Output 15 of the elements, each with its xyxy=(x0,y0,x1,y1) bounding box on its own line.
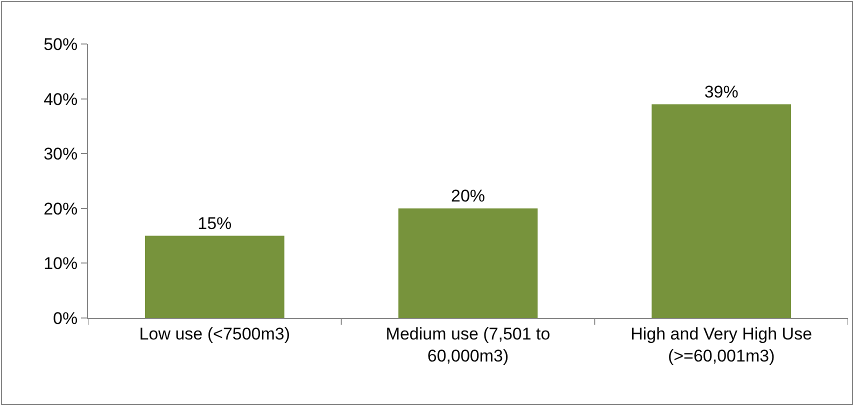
data-label: 15% xyxy=(198,214,232,233)
y-tick-label: 40% xyxy=(44,90,78,109)
x-tick-label: Medium use (7,501 to 60,000m3) xyxy=(386,324,550,366)
data-label: 20% xyxy=(450,186,486,206)
y-tick-label: 30% xyxy=(44,144,78,164)
y-tick-label: 0% xyxy=(53,308,78,328)
bar xyxy=(398,208,538,318)
x-tick-label: Low use (<7500m3) xyxy=(139,324,290,344)
bar xyxy=(145,236,284,318)
x-tick-label: High and Very High Use (>=60,001m3) xyxy=(630,324,812,366)
y-tick-label: 10% xyxy=(44,254,78,274)
y-tick-label: 50% xyxy=(44,34,78,54)
y-tick-label: 20% xyxy=(44,199,78,218)
bar xyxy=(652,104,791,318)
data-label: 39% xyxy=(704,82,738,102)
